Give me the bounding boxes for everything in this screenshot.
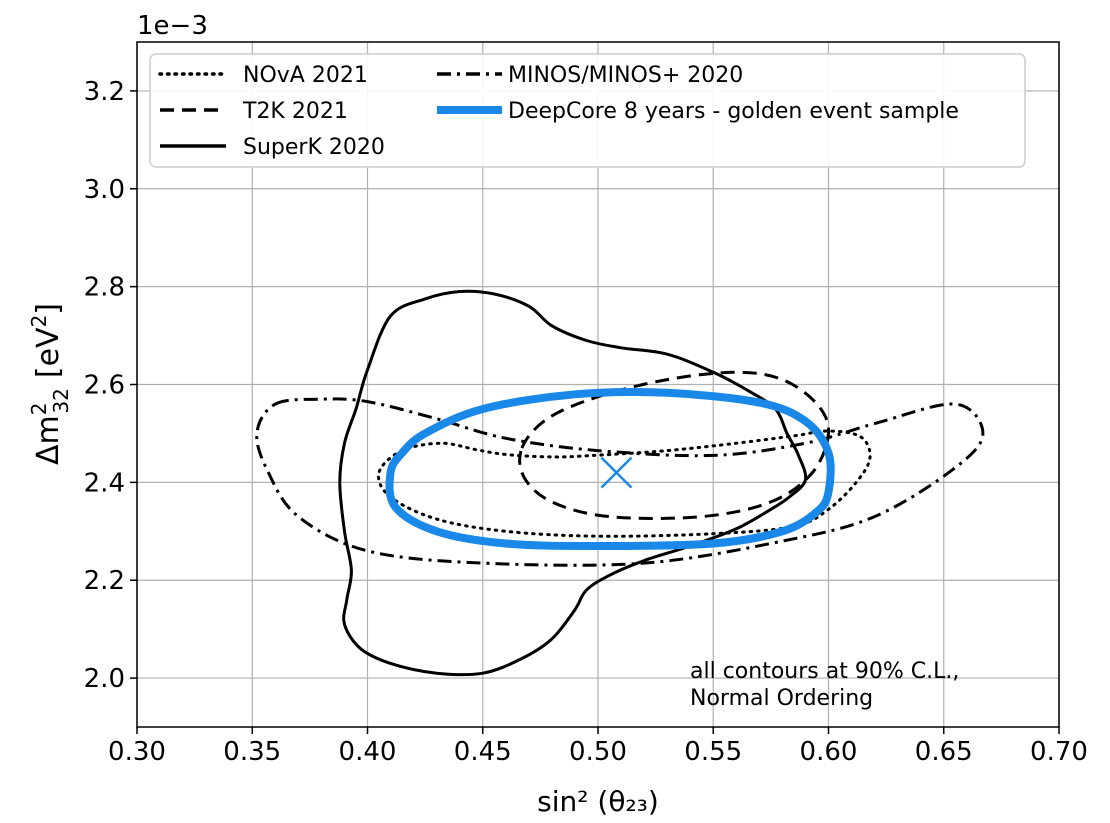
y-axis-label-sup: 2: [27, 403, 51, 416]
x-tick-label: 0.50: [569, 737, 627, 767]
contours: [255, 289, 985, 677]
y-tick-label: 2.4: [84, 468, 125, 498]
y-tick-label: 3.2: [84, 77, 125, 107]
legend-label-t2k: T2K 2021: [242, 99, 348, 124]
y-axis-label-main: Δm: [31, 415, 66, 465]
x-tick-label: 0.65: [915, 737, 973, 767]
x-tick-label: 0.60: [800, 737, 858, 767]
legend-label-deepcore: DeepCore 8 years - golden event sample: [508, 99, 959, 124]
x-tick-label: 0.30: [108, 737, 166, 767]
annotation-line-2: Normal Ordering: [690, 686, 873, 711]
y-axis-label-unit-open: [eV: [31, 327, 66, 378]
y-tick-label: 2.0: [84, 664, 125, 694]
y-tick-label: 2.6: [84, 371, 125, 401]
y-axis-label-unit-sup: 2: [27, 315, 51, 328]
y-tick-label: 2.2: [84, 566, 125, 596]
x-tick-label: 0.40: [339, 737, 397, 767]
y-tick-label: 3.0: [84, 175, 125, 205]
x-tick-label: 0.55: [684, 737, 742, 767]
y-axis-ticks: 2.0 2.2 2.4 2.6 2.8 3.0 3.2: [84, 77, 137, 694]
y-tick-label: 2.8: [84, 273, 125, 303]
best-fit-marker-stroke: [600, 456, 633, 489]
contour-superk-2020: [338, 289, 808, 677]
legend-label-nova: NOvA 2021: [243, 63, 368, 88]
y-axis-label: Δm232[eV2]: [27, 303, 73, 465]
contour-minos-minos-2020: [255, 397, 985, 567]
annotation: all contours at 90% C.L., Normal Orderin…: [690, 659, 966, 711]
y-axis-label-sub: 32: [49, 388, 73, 413]
best-fit-marker: [600, 456, 633, 489]
annotation-line-1: all contours at 90% C.L.,: [690, 659, 959, 684]
contour-deepcore-8-years-golden-event-sample: [385, 387, 835, 550]
x-axis-label: sin² (θ₂₃): [537, 785, 659, 818]
x-axis-ticks: 0.30 0.35 0.40 0.45 0.50 0.55 0.60 0.65 0.70: [108, 727, 1088, 767]
legend-label-minos: MINOS/MINOS+ 2020: [508, 63, 743, 88]
x-tick-label: 0.45: [454, 737, 512, 767]
x-tick-label: 0.35: [223, 737, 281, 767]
x-tick-label: 0.70: [1030, 737, 1088, 767]
y-axis-label-unit-close: ]: [31, 303, 66, 315]
legend: NOvA 2021 T2K 2021 SuperK 2020 MINOS/MIN…: [149, 53, 1026, 168]
axis-offset-text: 1e−3: [137, 11, 208, 41]
legend-label-superk: SuperK 2020: [243, 135, 385, 160]
legend-box: [149, 53, 1026, 168]
contour-nova-2021: [377, 429, 872, 538]
